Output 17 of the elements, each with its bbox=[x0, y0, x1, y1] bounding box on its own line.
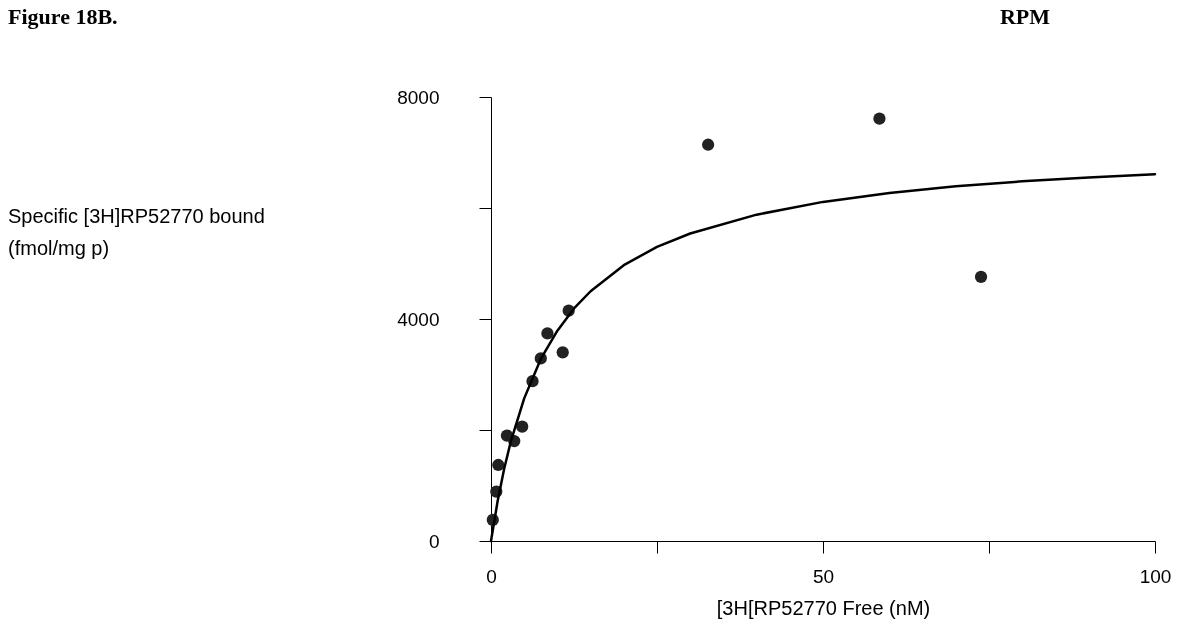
text: Specific [3H]RP52770 bound (fmol/mg p) bbox=[8, 205, 265, 259]
point bbox=[974, 270, 988, 283]
point bbox=[873, 112, 886, 125]
point bbox=[492, 458, 505, 472]
x-tick-label: 50 bbox=[812, 565, 835, 587]
text: RPM bbox=[999, 4, 1051, 29]
point bbox=[541, 327, 554, 340]
text: Figure 18B. bbox=[8, 4, 118, 29]
point bbox=[556, 346, 569, 359]
x-tick-label: 0 bbox=[486, 565, 497, 587]
point bbox=[516, 420, 529, 433]
point bbox=[702, 138, 715, 151]
y-tick-label: 0 bbox=[428, 530, 440, 552]
x-axis-title: [3H[RP52770 Free (nM) bbox=[716, 596, 931, 619]
y-tick-label: 4000 bbox=[397, 308, 440, 330]
x-tick-label: 100 bbox=[1139, 565, 1172, 587]
y-tick-label: 8000 bbox=[397, 86, 440, 108]
